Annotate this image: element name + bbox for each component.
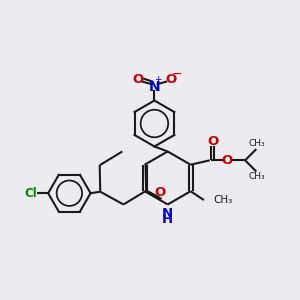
Text: O: O — [133, 74, 144, 86]
Text: CH₃: CH₃ — [249, 139, 265, 148]
Text: H: H — [161, 213, 172, 226]
Text: +: + — [154, 75, 162, 84]
Text: O: O — [222, 154, 233, 167]
Text: N: N — [148, 80, 160, 94]
Text: −: − — [172, 68, 182, 80]
Text: O: O — [165, 74, 176, 86]
Text: O: O — [207, 135, 218, 148]
Text: CH₃: CH₃ — [249, 172, 265, 181]
Text: Cl: Cl — [24, 187, 37, 200]
Text: CH₃: CH₃ — [213, 195, 232, 205]
Text: N: N — [161, 207, 172, 220]
Text: O: O — [154, 186, 165, 199]
